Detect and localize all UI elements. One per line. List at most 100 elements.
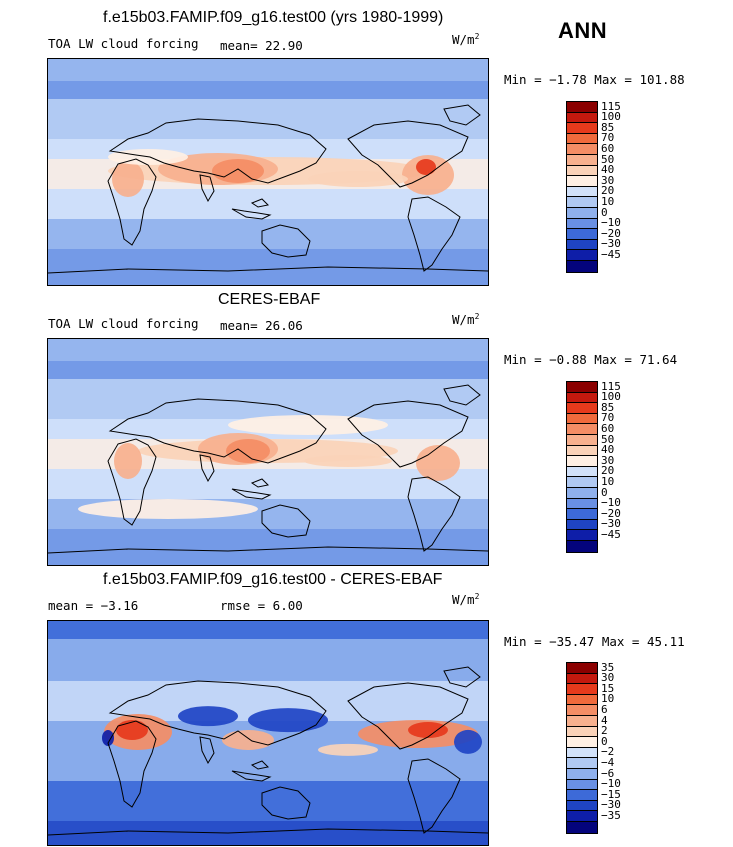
color-swatch [567, 498, 597, 510]
field-label: TOA LW cloud forcing [48, 316, 199, 331]
color-swatch [567, 694, 597, 706]
color-level-label: −20 [601, 226, 621, 240]
color-level-label: 60 [601, 141, 615, 155]
color-level-label: −30 [601, 517, 621, 531]
color-swatch [567, 737, 597, 748]
color-level-label: 85 [601, 120, 615, 134]
panel-title: f.e15b03.FAMIP.f09_g16.test00 - CERES-EB… [103, 571, 443, 588]
mean-label: mean = −3.16 [48, 598, 139, 613]
color-level-label: 10 [601, 474, 615, 488]
panel-title: f.e15b03.FAMIP.f09_g16.test00 (yrs 1980-… [103, 9, 444, 26]
color-swatch [567, 434, 597, 446]
color-level-label: 30 [601, 453, 615, 467]
color-level-label: −10 [601, 777, 621, 791]
color-level-label: −30 [601, 798, 621, 812]
color-level-label: 115 [601, 379, 621, 393]
color-level-label: 100 [601, 110, 621, 124]
world-map [48, 621, 488, 845]
color-swatch [567, 133, 597, 145]
unit-label: W/m2 [452, 312, 480, 328]
map-plot [47, 620, 489, 846]
min-max-label: Min = −0.88 Max = 71.64 [504, 352, 678, 367]
color-swatch [567, 123, 597, 134]
color-swatch [567, 403, 597, 414]
season-label: ANN [558, 18, 608, 43]
color-swatch [567, 260, 597, 272]
color-level-label: 70 [601, 411, 615, 425]
map-plot [47, 338, 489, 566]
color-level-label: 50 [601, 152, 615, 166]
color-swatch [567, 705, 597, 716]
world-map [48, 59, 488, 285]
color-level-label: −4 [601, 755, 615, 769]
color-swatch [567, 768, 597, 780]
panel-title: CERES-EBAF [218, 291, 321, 308]
color-level-label: 0 [601, 734, 608, 748]
unit-label: W/m2 [452, 592, 480, 608]
color-level-label: −15 [601, 787, 621, 801]
color-swatch [567, 102, 597, 113]
color-level-label: 30 [601, 671, 615, 685]
unit-label: W/m2 [452, 32, 480, 48]
color-level-label: −10 [601, 216, 621, 230]
color-swatch [567, 186, 597, 198]
world-map [48, 339, 488, 565]
color-swatch [567, 790, 597, 801]
color-swatch [567, 779, 597, 791]
color-level-label: −45 [601, 527, 621, 541]
color-level-label: 115 [601, 99, 621, 113]
color-swatch [567, 165, 597, 177]
color-bar [566, 381, 598, 553]
color-level-label: 6 [601, 702, 608, 716]
color-level-label: 15 [601, 681, 615, 695]
color-swatch [567, 239, 597, 251]
color-swatch [567, 445, 597, 457]
color-level-label: 85 [601, 400, 615, 414]
color-level-label: 30 [601, 173, 615, 187]
color-level-label: 20 [601, 464, 615, 478]
color-level-label: −45 [601, 247, 621, 261]
color-swatch [567, 197, 597, 208]
color-swatch [567, 530, 597, 541]
color-swatch [567, 663, 597, 674]
color-swatch [567, 176, 597, 187]
color-swatch [567, 229, 597, 240]
color-level-label: −2 [601, 745, 615, 759]
color-swatch [567, 154, 597, 166]
color-level-label: 35 [601, 660, 615, 674]
color-level-label: 20 [601, 184, 615, 198]
color-swatch [567, 519, 597, 531]
color-swatch [567, 466, 597, 478]
color-swatch [567, 207, 597, 219]
color-swatch [567, 684, 597, 695]
color-swatch [567, 424, 597, 435]
color-swatch [567, 747, 597, 759]
color-swatch [567, 382, 597, 393]
color-swatch [567, 726, 597, 738]
color-swatch [567, 392, 597, 404]
color-bar [566, 662, 598, 834]
field-label: TOA LW cloud forcing [48, 36, 199, 51]
color-swatch [567, 509, 597, 520]
color-level-label: −20 [601, 506, 621, 520]
color-swatch [567, 250, 597, 261]
color-swatch [567, 487, 597, 499]
color-swatch [567, 540, 597, 552]
color-swatch [567, 413, 597, 425]
color-swatch [567, 758, 597, 769]
color-swatch [567, 715, 597, 727]
color-level-label: 40 [601, 163, 615, 177]
color-level-label: −30 [601, 237, 621, 251]
color-level-label: 2 [601, 724, 608, 738]
color-level-label: −6 [601, 766, 615, 780]
color-level-label: −10 [601, 496, 621, 510]
color-level-label: 40 [601, 443, 615, 457]
color-swatch [567, 218, 597, 230]
map-plot [47, 58, 489, 286]
color-level-label: 100 [601, 390, 621, 404]
color-swatch [567, 821, 597, 833]
min-max-label: Min = −35.47 Max = 45.11 [504, 634, 685, 649]
min-max-label: Min = −1.78 Max = 101.88 [504, 72, 685, 87]
rmse-label: rmse = 6.00 [220, 598, 303, 613]
mean-label: mean= 26.06 [220, 318, 303, 333]
